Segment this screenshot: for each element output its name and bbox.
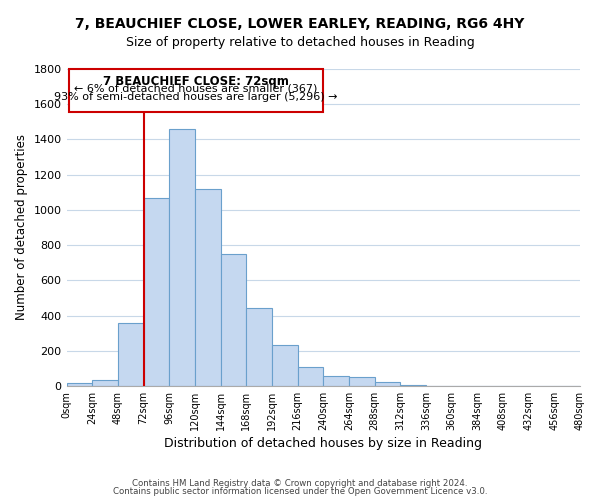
Bar bbox=[400, 385, 426, 386]
Text: Contains HM Land Registry data © Crown copyright and database right 2024.: Contains HM Land Registry data © Crown c… bbox=[132, 478, 468, 488]
Bar bbox=[169, 129, 195, 386]
Bar bbox=[143, 198, 169, 386]
Bar bbox=[118, 322, 143, 386]
Bar bbox=[374, 382, 400, 386]
Text: 93% of semi-detached houses are larger (5,296) →: 93% of semi-detached houses are larger (… bbox=[54, 92, 338, 102]
Text: ← 6% of detached houses are smaller (367): ← 6% of detached houses are smaller (367… bbox=[74, 84, 317, 94]
Bar bbox=[298, 366, 323, 386]
Bar bbox=[323, 376, 349, 386]
FancyBboxPatch shape bbox=[68, 69, 323, 112]
Bar bbox=[67, 384, 92, 386]
Bar bbox=[246, 308, 272, 386]
Bar bbox=[349, 377, 374, 386]
Bar bbox=[92, 380, 118, 386]
Text: Size of property relative to detached houses in Reading: Size of property relative to detached ho… bbox=[125, 36, 475, 49]
Text: 7, BEAUCHIEF CLOSE, LOWER EARLEY, READING, RG6 4HY: 7, BEAUCHIEF CLOSE, LOWER EARLEY, READIN… bbox=[76, 18, 524, 32]
Bar bbox=[195, 188, 221, 386]
Text: Contains public sector information licensed under the Open Government Licence v3: Contains public sector information licen… bbox=[113, 487, 487, 496]
Y-axis label: Number of detached properties: Number of detached properties bbox=[15, 134, 28, 320]
X-axis label: Distribution of detached houses by size in Reading: Distribution of detached houses by size … bbox=[164, 437, 482, 450]
Text: 7 BEAUCHIEF CLOSE: 72sqm: 7 BEAUCHIEF CLOSE: 72sqm bbox=[103, 75, 289, 88]
Bar bbox=[221, 254, 246, 386]
Bar bbox=[272, 346, 298, 386]
